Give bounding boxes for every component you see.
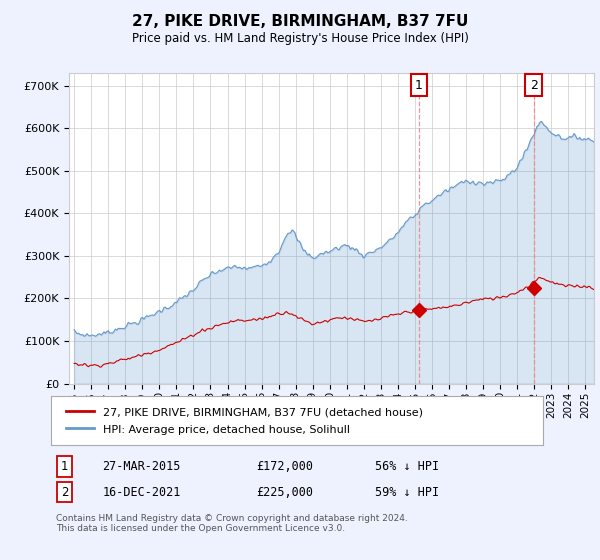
Text: £225,000: £225,000 (256, 486, 313, 499)
Text: Contains HM Land Registry data © Crown copyright and database right 2024.
This d: Contains HM Land Registry data © Crown c… (56, 514, 408, 533)
Text: 1: 1 (61, 460, 68, 473)
Text: 27-MAR-2015: 27-MAR-2015 (103, 460, 181, 473)
Text: 56% ↓ HPI: 56% ↓ HPI (375, 460, 439, 473)
Text: 1: 1 (415, 79, 423, 92)
Text: Price paid vs. HM Land Registry's House Price Index (HPI): Price paid vs. HM Land Registry's House … (131, 32, 469, 45)
Legend: 27, PIKE DRIVE, BIRMINGHAM, B37 7FU (detached house), HPI: Average price, detach: 27, PIKE DRIVE, BIRMINGHAM, B37 7FU (det… (61, 402, 427, 439)
Text: 59% ↓ HPI: 59% ↓ HPI (375, 486, 439, 499)
Text: 2: 2 (61, 486, 68, 499)
Text: 27, PIKE DRIVE, BIRMINGHAM, B37 7FU: 27, PIKE DRIVE, BIRMINGHAM, B37 7FU (132, 14, 468, 29)
Text: 2: 2 (530, 79, 538, 92)
Text: 16-DEC-2021: 16-DEC-2021 (103, 486, 181, 499)
Text: £172,000: £172,000 (256, 460, 313, 473)
